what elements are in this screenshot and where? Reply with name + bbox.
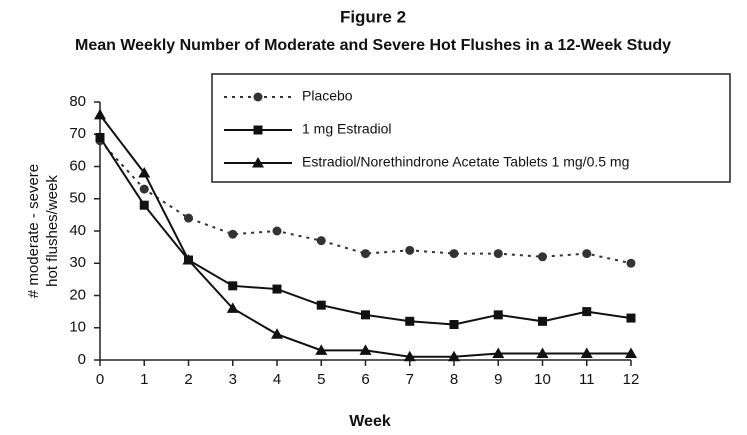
point — [582, 307, 592, 317]
point — [228, 229, 238, 239]
y-tick-label: 70 — [69, 125, 86, 142]
point — [182, 254, 195, 265]
y-tick-label: 20 — [69, 286, 86, 303]
x-tick-label: 11 — [579, 371, 595, 388]
y-tick-label: 0 — [78, 351, 86, 368]
x-tick-label: 7 — [406, 371, 414, 388]
point — [138, 166, 151, 178]
point — [95, 132, 105, 142]
x-tick-label: 2 — [184, 371, 192, 388]
point — [139, 200, 149, 210]
point — [271, 328, 283, 339]
x-tick-label: 3 — [229, 371, 237, 388]
y-tick-label: 60 — [69, 157, 86, 174]
chart-title: Figure 2 — [340, 7, 406, 26]
x-axis-label: Week — [349, 413, 391, 430]
x-tick-label: 6 — [361, 371, 369, 388]
x-tick-label: 4 — [273, 371, 281, 388]
point — [361, 249, 370, 259]
point — [449, 249, 459, 259]
y-axis-label: hot flushes/week — [44, 175, 61, 287]
point — [626, 313, 636, 323]
point — [226, 302, 239, 313]
y-tick-label: 10 — [69, 319, 86, 336]
legend-label: 1 mg Estradiol — [302, 121, 391, 137]
point — [184, 213, 193, 223]
point — [536, 347, 549, 359]
point — [139, 184, 149, 194]
point — [449, 320, 459, 330]
point — [253, 125, 263, 135]
point — [403, 350, 416, 362]
point — [316, 300, 326, 310]
point — [94, 108, 106, 120]
point — [492, 347, 505, 359]
point — [272, 284, 282, 294]
point — [582, 249, 592, 259]
x-tick-label: 0 — [96, 371, 104, 388]
x-tick-label: 1 — [140, 371, 148, 388]
y-tick-label: 80 — [69, 93, 86, 110]
x-tick-label: 8 — [450, 371, 458, 388]
y-tick-label: 30 — [69, 254, 86, 271]
point — [626, 258, 636, 268]
x-tick-label: 12 — [623, 371, 640, 388]
point — [448, 350, 460, 362]
x-tick-label: 5 — [317, 371, 325, 388]
point — [361, 310, 370, 320]
point — [405, 245, 415, 255]
point — [493, 310, 503, 320]
point — [252, 157, 264, 168]
legend-label: Estradiol/Norethindrone Acetate Tablets … — [302, 154, 629, 170]
point — [538, 316, 547, 326]
y-tick-label: 40 — [69, 222, 86, 239]
point — [493, 249, 503, 259]
x-tick-label: 10 — [534, 371, 551, 388]
chart-subtitle: Mean Weekly Number of Moderate and Sever… — [75, 37, 671, 54]
point — [228, 281, 238, 291]
point — [580, 347, 593, 359]
y-tick-label: 50 — [69, 190, 86, 207]
point — [538, 252, 547, 262]
point — [405, 316, 415, 326]
point — [272, 226, 282, 236]
y-axis-label: # moderate - severe — [25, 164, 42, 298]
point — [359, 344, 372, 355]
point — [625, 347, 637, 359]
point — [253, 92, 263, 102]
legend-label: Placebo — [302, 88, 353, 104]
point — [315, 344, 328, 355]
legend-box — [211, 73, 731, 183]
point — [316, 236, 326, 246]
x-tick-label: 9 — [494, 371, 502, 388]
